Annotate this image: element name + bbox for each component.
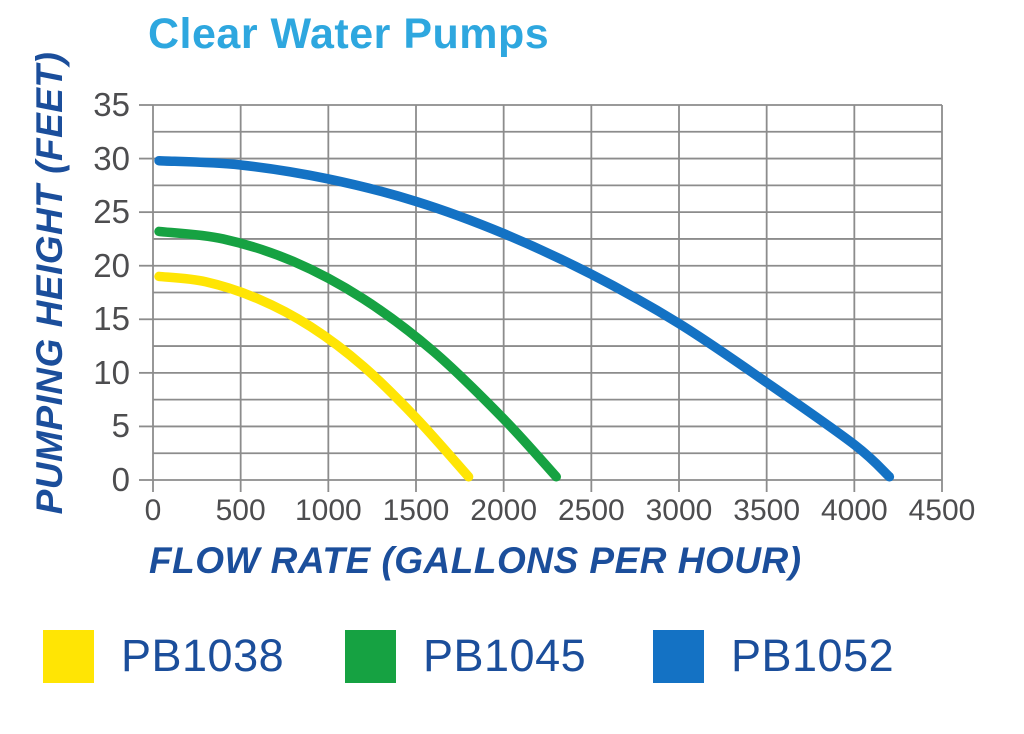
legend-swatch-green xyxy=(345,629,396,683)
legend-item-pb1045: PB1045 xyxy=(345,629,586,683)
y-tick-label-0: 0 xyxy=(111,461,130,498)
legend-label-pb1038: PB1038 xyxy=(121,630,285,681)
x-tick-label-2500: 2500 xyxy=(557,494,625,527)
legend-label-pb1052: PB1052 xyxy=(731,630,895,681)
x-axis-title: FLOW RATE (GALLONS PER HOUR) xyxy=(149,540,802,581)
y-tick-label-15: 15 xyxy=(93,300,130,338)
curve-PB1038 xyxy=(154,271,474,482)
legend-swatch-yellow xyxy=(43,629,94,683)
legend-label-pb1045: PB1045 xyxy=(423,630,587,681)
chart-title: Clear Water Pumps xyxy=(148,10,550,58)
x-tick-label-3000: 3000 xyxy=(645,494,713,527)
y-tick-label-30: 30 xyxy=(93,139,130,177)
x-tick-label-1000: 1000 xyxy=(294,494,362,527)
curve-PB1045 xyxy=(154,226,562,482)
y-tick-label-25: 25 xyxy=(93,193,130,231)
legend-swatch-blue xyxy=(653,629,704,683)
x-tick-label-4500: 4500 xyxy=(908,494,976,527)
x-tick-label-1500: 1500 xyxy=(382,494,450,527)
x-tick-label-500: 500 xyxy=(215,494,266,527)
x-tick-label-2000: 2000 xyxy=(470,494,538,527)
y-tick-label-20: 20 xyxy=(93,246,130,284)
y-tick-label-5: 5 xyxy=(111,407,130,445)
legend-item-pb1038: PB1038 xyxy=(43,629,284,683)
y-tick-label-35: 35 xyxy=(93,86,130,123)
legend-item-pb1052: PB1052 xyxy=(653,629,894,683)
x-tick-label-4000: 4000 xyxy=(820,494,888,527)
curve-PB1052 xyxy=(154,155,895,482)
x-tick-label-0: 0 xyxy=(144,494,162,527)
x-tick-label-3500: 3500 xyxy=(733,494,801,527)
y-tick-label-10: 10 xyxy=(93,353,130,391)
